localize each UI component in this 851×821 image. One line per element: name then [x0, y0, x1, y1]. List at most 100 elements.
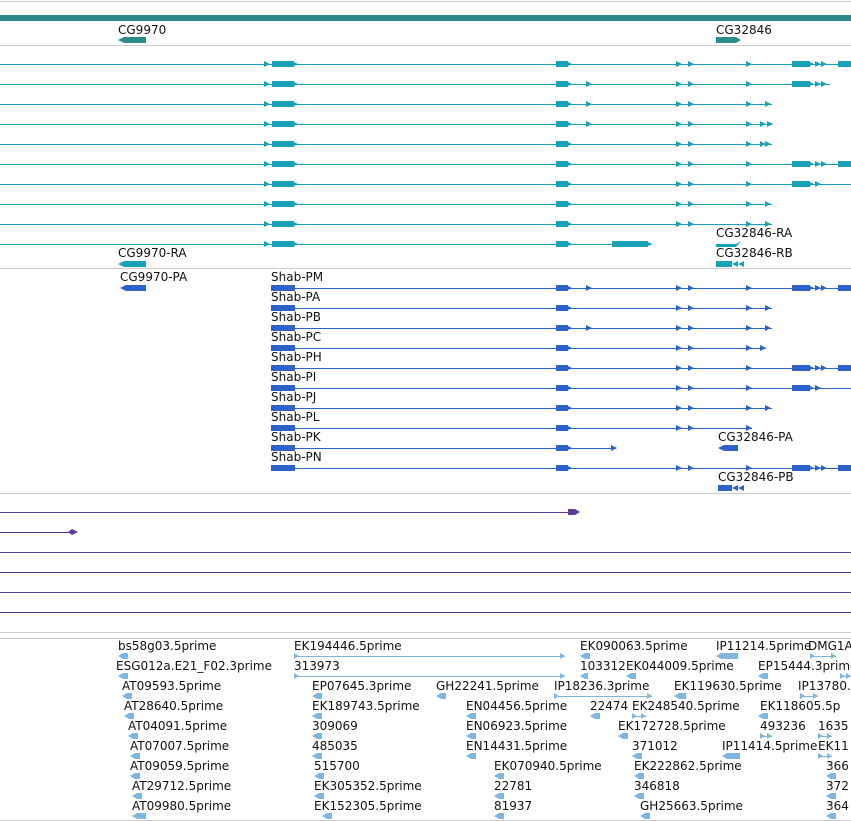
protein-exon [556, 365, 568, 371]
est-label: EK11 [818, 739, 849, 753]
strand-arrow [821, 161, 827, 167]
strand-arrow [292, 81, 298, 87]
est-glyph [641, 713, 646, 719]
gene-glyph-cg9970 [118, 37, 146, 43]
strand-arrow [765, 305, 771, 311]
est-glyph [618, 733, 628, 739]
est-label: EN06923.5prime [466, 719, 567, 733]
est-label: 103312 [580, 659, 626, 673]
strand-arrow [566, 81, 572, 87]
strand-arrow [821, 285, 827, 291]
strand-arrow [815, 161, 821, 167]
est-label: IP18236.3prime [554, 679, 649, 693]
est-glyph [840, 673, 845, 679]
est-glyph [312, 713, 322, 719]
est-label: 493236 [760, 719, 806, 733]
strand-arrow [746, 121, 752, 127]
strand-arrow [292, 181, 298, 187]
transcript-exon [612, 241, 648, 247]
strand-arrow [746, 81, 752, 87]
strand-arrow [566, 425, 572, 431]
transcript-exon [556, 161, 568, 167]
strand-arrow [760, 141, 766, 147]
strand-arrow [264, 61, 270, 67]
strand-arrow [586, 81, 592, 87]
transcript-exon [272, 181, 294, 187]
strand-arrow [821, 365, 827, 371]
strand-arrow [746, 61, 752, 67]
est-glyph [560, 673, 565, 679]
transcript-exon [556, 121, 568, 127]
strand-arrow [264, 181, 270, 187]
strand-arrow [676, 61, 682, 67]
est-glyph [846, 673, 851, 679]
strand-arrow [815, 365, 821, 371]
est-glyph [767, 733, 772, 739]
strand-arrow [586, 325, 592, 331]
strand-arrow [688, 285, 694, 291]
transcript-label-cg32846-rb: CG32846-RB [716, 246, 793, 260]
strand-arrow [760, 121, 766, 127]
protein-exon [792, 365, 810, 371]
strand-arrow [688, 201, 694, 207]
strand-arrow [746, 305, 752, 311]
strand-arrow [292, 201, 298, 207]
strand-arrow [808, 365, 814, 371]
strand-arrow [746, 325, 752, 331]
protein-exon [271, 385, 295, 391]
protein-exon [271, 445, 295, 451]
strand-arrow [821, 465, 827, 471]
est-label: IP13780. [798, 679, 851, 693]
strand-arrow [292, 121, 298, 127]
strand-arrow [264, 201, 270, 207]
strand-arrow [676, 121, 682, 127]
protein-exon [271, 305, 295, 311]
est-label: AT04091.5prime [128, 719, 227, 733]
strand-arrow [808, 161, 814, 167]
est-label: AT09980.5prime [132, 799, 231, 813]
est-label: 366 [826, 759, 849, 773]
strand-arrow [760, 345, 766, 351]
strand-arrow [676, 305, 682, 311]
transcript-exon [272, 161, 294, 167]
strand-arrow [732, 261, 738, 267]
strand-arrow [746, 405, 752, 411]
protein-exon [792, 465, 810, 471]
strand-arrow [808, 61, 814, 67]
transcript-exon [838, 161, 851, 167]
strand-arrow [688, 101, 694, 107]
strand-arrow [586, 121, 592, 127]
est-label: 364 [826, 799, 849, 813]
alignment-end [68, 529, 78, 535]
est-glyph [132, 813, 146, 819]
strand-arrow [688, 465, 694, 471]
protein-exon [792, 285, 810, 291]
protein-label-shab: Shab-PK [271, 430, 322, 444]
est-label: IP11214.5prime [716, 639, 811, 653]
strand-arrow [815, 181, 821, 187]
transcript-exon [556, 201, 568, 207]
est-glyph [826, 793, 836, 799]
est-glyph [818, 753, 823, 759]
est-label: AT29712.5prime [132, 779, 231, 793]
est-glyph [494, 793, 504, 799]
protein-label-shab: Shab-PN [271, 450, 322, 464]
strand-arrow [676, 385, 682, 391]
strand-arrow [765, 101, 771, 107]
est-label: 372 [826, 779, 849, 793]
strand-arrow [566, 181, 572, 187]
strand-arrow [738, 261, 744, 267]
protein-exon [556, 445, 568, 451]
strand-arrow [676, 345, 682, 351]
est-glyph [560, 653, 565, 659]
strand-arrow [746, 285, 752, 291]
strand-arrow [566, 405, 572, 411]
strand-arrow [566, 161, 572, 167]
protein-exon [556, 345, 568, 351]
est-label: 22474 [590, 699, 628, 713]
transcript-exon [792, 81, 810, 87]
est-glyph [580, 673, 588, 679]
est-label: GH22241.5prime [436, 679, 539, 693]
strand-arrow [746, 385, 752, 391]
